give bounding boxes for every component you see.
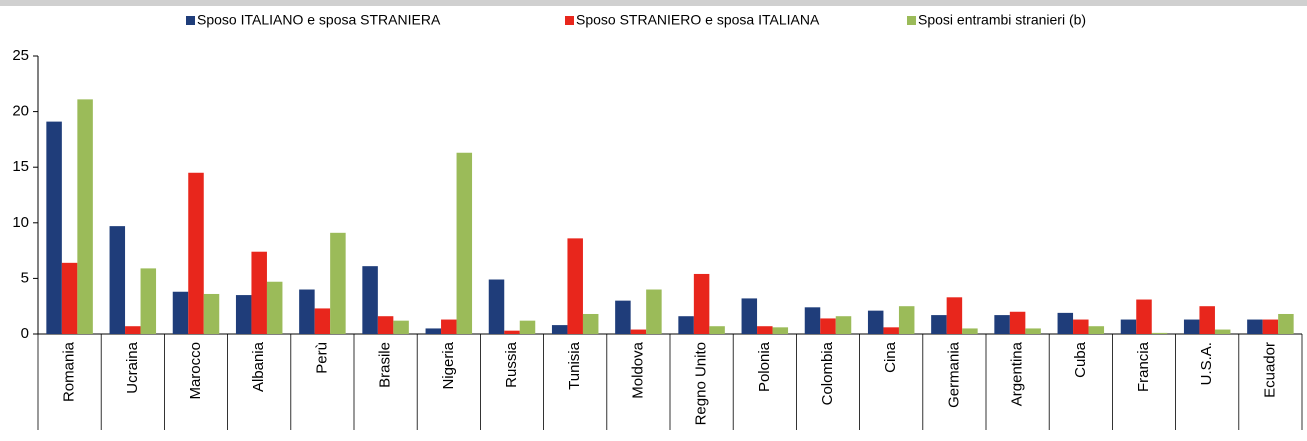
- bar: [709, 326, 725, 334]
- bar: [835, 316, 852, 334]
- bar: [330, 232, 346, 334]
- x-tick-label: Perù: [313, 342, 330, 374]
- y-tick-label: 5: [21, 269, 29, 286]
- bar: [962, 328, 978, 334]
- bar: [1183, 319, 1200, 334]
- x-tick-label: Albania: [250, 341, 267, 392]
- legend-label: Sposo ITALIANO e sposa STRANIERA: [197, 12, 441, 28]
- bar: [46, 121, 62, 334]
- bar: [314, 308, 331, 334]
- bar: [488, 279, 505, 334]
- legend-swatch: [186, 16, 195, 25]
- x-tick-label: Marocco: [187, 342, 204, 400]
- x-tick-label: Tunisia: [566, 341, 583, 389]
- bar: [456, 152, 473, 334]
- x-tick-label: Regno Unito: [693, 342, 710, 425]
- bar: [251, 251, 267, 334]
- bar: [646, 289, 662, 334]
- bar: [678, 316, 694, 334]
- x-tick-label: Germania: [945, 341, 962, 408]
- bar: [931, 315, 947, 334]
- bar: [109, 226, 126, 334]
- bar: [582, 313, 599, 334]
- x-tick-label: Ucraina: [124, 341, 141, 393]
- legend-swatch: [907, 16, 916, 25]
- bar: [125, 326, 141, 334]
- legend-label: Sposi entrambi stranieri (b): [918, 12, 1086, 28]
- bar: [1120, 319, 1137, 334]
- x-tick-label: Brasile: [377, 342, 394, 388]
- y-tick-label: 20: [12, 103, 29, 120]
- x-tick-label: Russia: [503, 341, 520, 388]
- bar: [1136, 299, 1152, 334]
- bar: [425, 328, 442, 334]
- x-tick-label: U.S.A.: [1198, 342, 1215, 385]
- bar: [235, 295, 252, 334]
- bar: [61, 262, 78, 334]
- top-band: [0, 0, 1307, 6]
- x-tick-label: Colombia: [819, 341, 836, 405]
- bar: [693, 273, 710, 334]
- bar: [362, 266, 378, 334]
- x-tick-label: Nigeria: [440, 341, 457, 389]
- bar: [1151, 332, 1168, 334]
- bar: [804, 307, 821, 334]
- bar: [1278, 313, 1294, 334]
- bar: [1088, 326, 1105, 334]
- legend-swatch: [565, 16, 574, 25]
- bar: [898, 306, 915, 334]
- bar: [188, 172, 204, 334]
- y-tick-label: 0: [21, 325, 29, 342]
- bar: [1247, 319, 1263, 334]
- legend-label: Sposo STRANIERO e sposa ITALIANA: [576, 12, 820, 28]
- bar: [1057, 312, 1074, 334]
- bar: [615, 300, 631, 334]
- bar: [1199, 306, 1215, 334]
- bar: [519, 320, 536, 334]
- bar: [203, 293, 220, 334]
- x-tick-label: Ecuador: [1261, 342, 1278, 398]
- bar: [867, 310, 884, 334]
- bar: [946, 297, 963, 334]
- x-tick-label: Francia: [1135, 341, 1152, 392]
- y-tick-label: 10: [12, 214, 29, 231]
- bar: [567, 238, 583, 334]
- x-tick-label: Cina: [882, 341, 899, 373]
- x-tick-label: Romania: [61, 341, 78, 402]
- bar: [772, 327, 789, 334]
- bar: [883, 327, 899, 334]
- bar: [441, 319, 457, 334]
- bar: [1025, 328, 1041, 334]
- bar: [741, 298, 758, 334]
- bar: [1262, 319, 1279, 334]
- bar: [172, 291, 189, 334]
- x-tick-label: Argentina: [1009, 341, 1026, 406]
- bar: [77, 99, 93, 334]
- bar: [1009, 311, 1026, 334]
- x-tick-label: Polonia: [756, 341, 773, 392]
- bar: [757, 326, 773, 334]
- bar: [1073, 319, 1089, 334]
- x-tick-label: Moldova: [629, 341, 646, 398]
- y-tick-label: 15: [12, 158, 29, 175]
- bar: [1214, 329, 1231, 334]
- bar: [393, 320, 409, 334]
- bar: [994, 315, 1010, 334]
- bar: [820, 318, 836, 334]
- bar: [377, 316, 394, 334]
- y-tick-label: 25: [12, 47, 29, 64]
- x-tick-label: Cuba: [1072, 341, 1089, 378]
- bar: [551, 325, 568, 334]
- bar: [504, 330, 520, 334]
- bar: [266, 281, 283, 334]
- bar: [299, 289, 315, 334]
- bar: [140, 268, 157, 334]
- bar: [630, 329, 647, 334]
